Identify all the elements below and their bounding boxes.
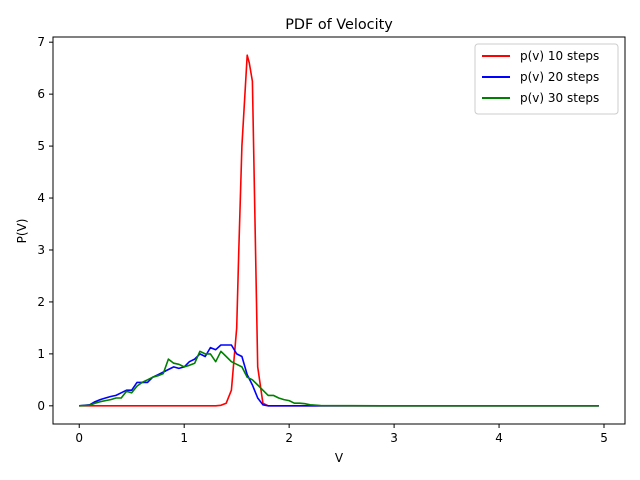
x-axis-label: V	[335, 451, 344, 465]
y-tick-label: 2	[37, 295, 45, 309]
legend-label-30: p(v) 30 steps	[520, 91, 599, 105]
x-tick-label: 4	[495, 431, 503, 445]
legend-label-20: p(v) 20 steps	[520, 70, 599, 84]
x-tick-label: 2	[285, 431, 293, 445]
x-tick-label: 3	[390, 431, 398, 445]
y-tick-label: 6	[37, 87, 45, 101]
chart-title: PDF of Velocity	[285, 17, 393, 33]
x-tick-label: 0	[75, 431, 83, 445]
plot-frame	[52, 36, 626, 425]
series-line-30-steps	[79, 350, 599, 407]
y-axis-label: P(V)	[15, 219, 29, 244]
y-axis: 0 1 2 3 4 5 6 7	[37, 35, 53, 413]
series-line-20-steps	[79, 344, 599, 407]
y-tick-label: 0	[37, 399, 45, 413]
legend-label-10: p(v) 10 steps	[520, 49, 599, 63]
legend: p(v) 10 steps p(v) 20 steps p(v) 30 step…	[474, 43, 619, 115]
y-tick-label: 3	[37, 243, 45, 257]
series-group	[79, 54, 599, 407]
x-tick-label: 1	[180, 431, 188, 445]
y-tick-label: 5	[37, 139, 45, 153]
legend-box	[474, 43, 619, 115]
y-tick-label: 7	[37, 35, 45, 49]
y-tick-label: 4	[37, 191, 45, 205]
x-axis: 0 1 2 3 4 5	[75, 424, 608, 445]
x-tick-label: 5	[600, 431, 608, 445]
y-tick-label: 1	[37, 347, 45, 361]
